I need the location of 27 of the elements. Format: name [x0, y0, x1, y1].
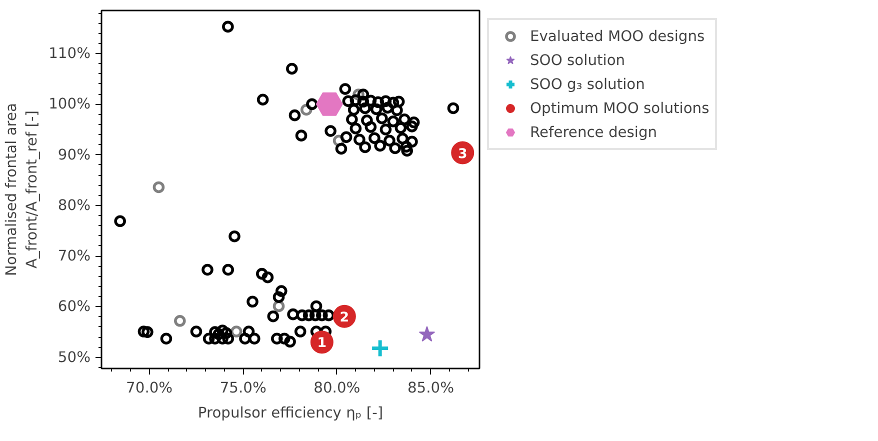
- y-tick-label: 70%: [58, 248, 91, 265]
- legend-label: SOO g₃ solution: [530, 74, 645, 94]
- annotation: 1: [317, 336, 327, 352]
- y-tick-label: 90%: [58, 146, 91, 164]
- x-tick-label: 75.0%: [220, 380, 266, 396]
- legend-label: SOO solution: [530, 50, 626, 70]
- point: [418, 326, 436, 342]
- y-axis-title: Normalised frontal area A_front/A_front_ref [-]: [3, 103, 41, 276]
- x-tick-label: 70.0%: [126, 380, 173, 396]
- annotation: 3: [458, 146, 468, 162]
- legend-label: Evaluated MOO designs: [530, 26, 705, 46]
- point: [316, 92, 343, 116]
- y-tick-label: 100%: [48, 96, 91, 113]
- x-tick-label: 85.0%: [407, 380, 454, 396]
- point: [174, 315, 186, 327]
- y-tick-label: 110%: [48, 45, 91, 62]
- point: [230, 326, 242, 338]
- x-axis-title: Propulsor efficiency ηₚ [-]: [198, 404, 384, 422]
- annotation: 2: [340, 310, 350, 326]
- y-tick-label: 80%: [58, 196, 91, 214]
- y-tick-label: 60%: [58, 298, 91, 316]
- x-tick-label: 80.0%: [314, 380, 360, 396]
- legend-label: Optimum MOO solutions: [530, 98, 710, 118]
- point: [152, 181, 165, 194]
- y-tick-label: 50%: [58, 348, 91, 366]
- point: [370, 338, 390, 358]
- legend-label: Reference design: [530, 122, 658, 142]
